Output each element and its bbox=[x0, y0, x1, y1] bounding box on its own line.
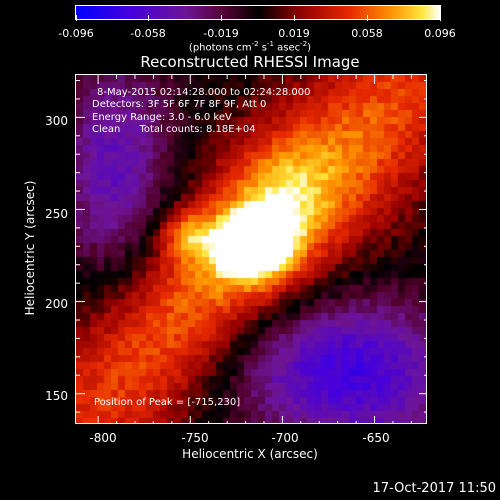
axis-ticks bbox=[76, 75, 426, 423]
y-tick-label: 250 bbox=[45, 207, 68, 221]
x-tick-label: -800 bbox=[89, 431, 117, 445]
y-tick-label: 150 bbox=[45, 389, 68, 403]
x-tick-label: -750 bbox=[181, 431, 209, 445]
colorbar-tick bbox=[148, 15, 149, 21]
colorbar-tick-label: 0.058 bbox=[351, 27, 383, 40]
y-tick-label: 300 bbox=[45, 114, 68, 128]
colorbar-tick-label: 0.096 bbox=[424, 27, 456, 40]
y-axis-label: Heliocentric Y (arcsec) bbox=[23, 180, 37, 316]
colorbar-tick bbox=[76, 15, 77, 21]
peak-position-text: Position of Peak = [-715,230] bbox=[94, 397, 241, 408]
time-range-text: 8-May-2015 02:14:28.000 to 02:24:28.000 bbox=[97, 87, 311, 98]
heatmap-image bbox=[76, 75, 426, 423]
timestamp: 17-Oct-2017 11:50 bbox=[372, 481, 496, 496]
colorbar bbox=[75, 5, 441, 20]
colorbar-tick-label: 0.019 bbox=[278, 27, 310, 40]
colorbar-tick-label: -0.019 bbox=[203, 27, 239, 40]
x-axis-label: Heliocentric X (arcsec) bbox=[182, 447, 318, 461]
x-tick-label: -650 bbox=[362, 431, 390, 445]
colorbar-tick-label: -0.096 bbox=[58, 27, 94, 40]
y-tick-label: 200 bbox=[45, 297, 68, 311]
colorbar-tick-label: -0.058 bbox=[130, 27, 166, 40]
colorbar-tick bbox=[440, 15, 441, 21]
energy-range-text: Energy Range: 3.0 - 6.0 keV bbox=[92, 112, 232, 123]
colorbar-tick bbox=[294, 15, 295, 21]
plot-title: Reconstructed RHESSI Image bbox=[140, 53, 360, 71]
plot-area bbox=[75, 74, 427, 424]
clean-counts-text: Clean Total counts: 8.18E+04 bbox=[92, 124, 256, 135]
colorbar-tick bbox=[221, 15, 222, 21]
x-tick-label: -700 bbox=[271, 431, 299, 445]
colorbar-units: (photons cm-2 s-1 asec-2) bbox=[188, 40, 312, 54]
colorbar-tick bbox=[367, 15, 368, 21]
detectors-text: Detectors: 3F 5F 6F 7F 8F 9F, Att 0 bbox=[92, 99, 267, 110]
